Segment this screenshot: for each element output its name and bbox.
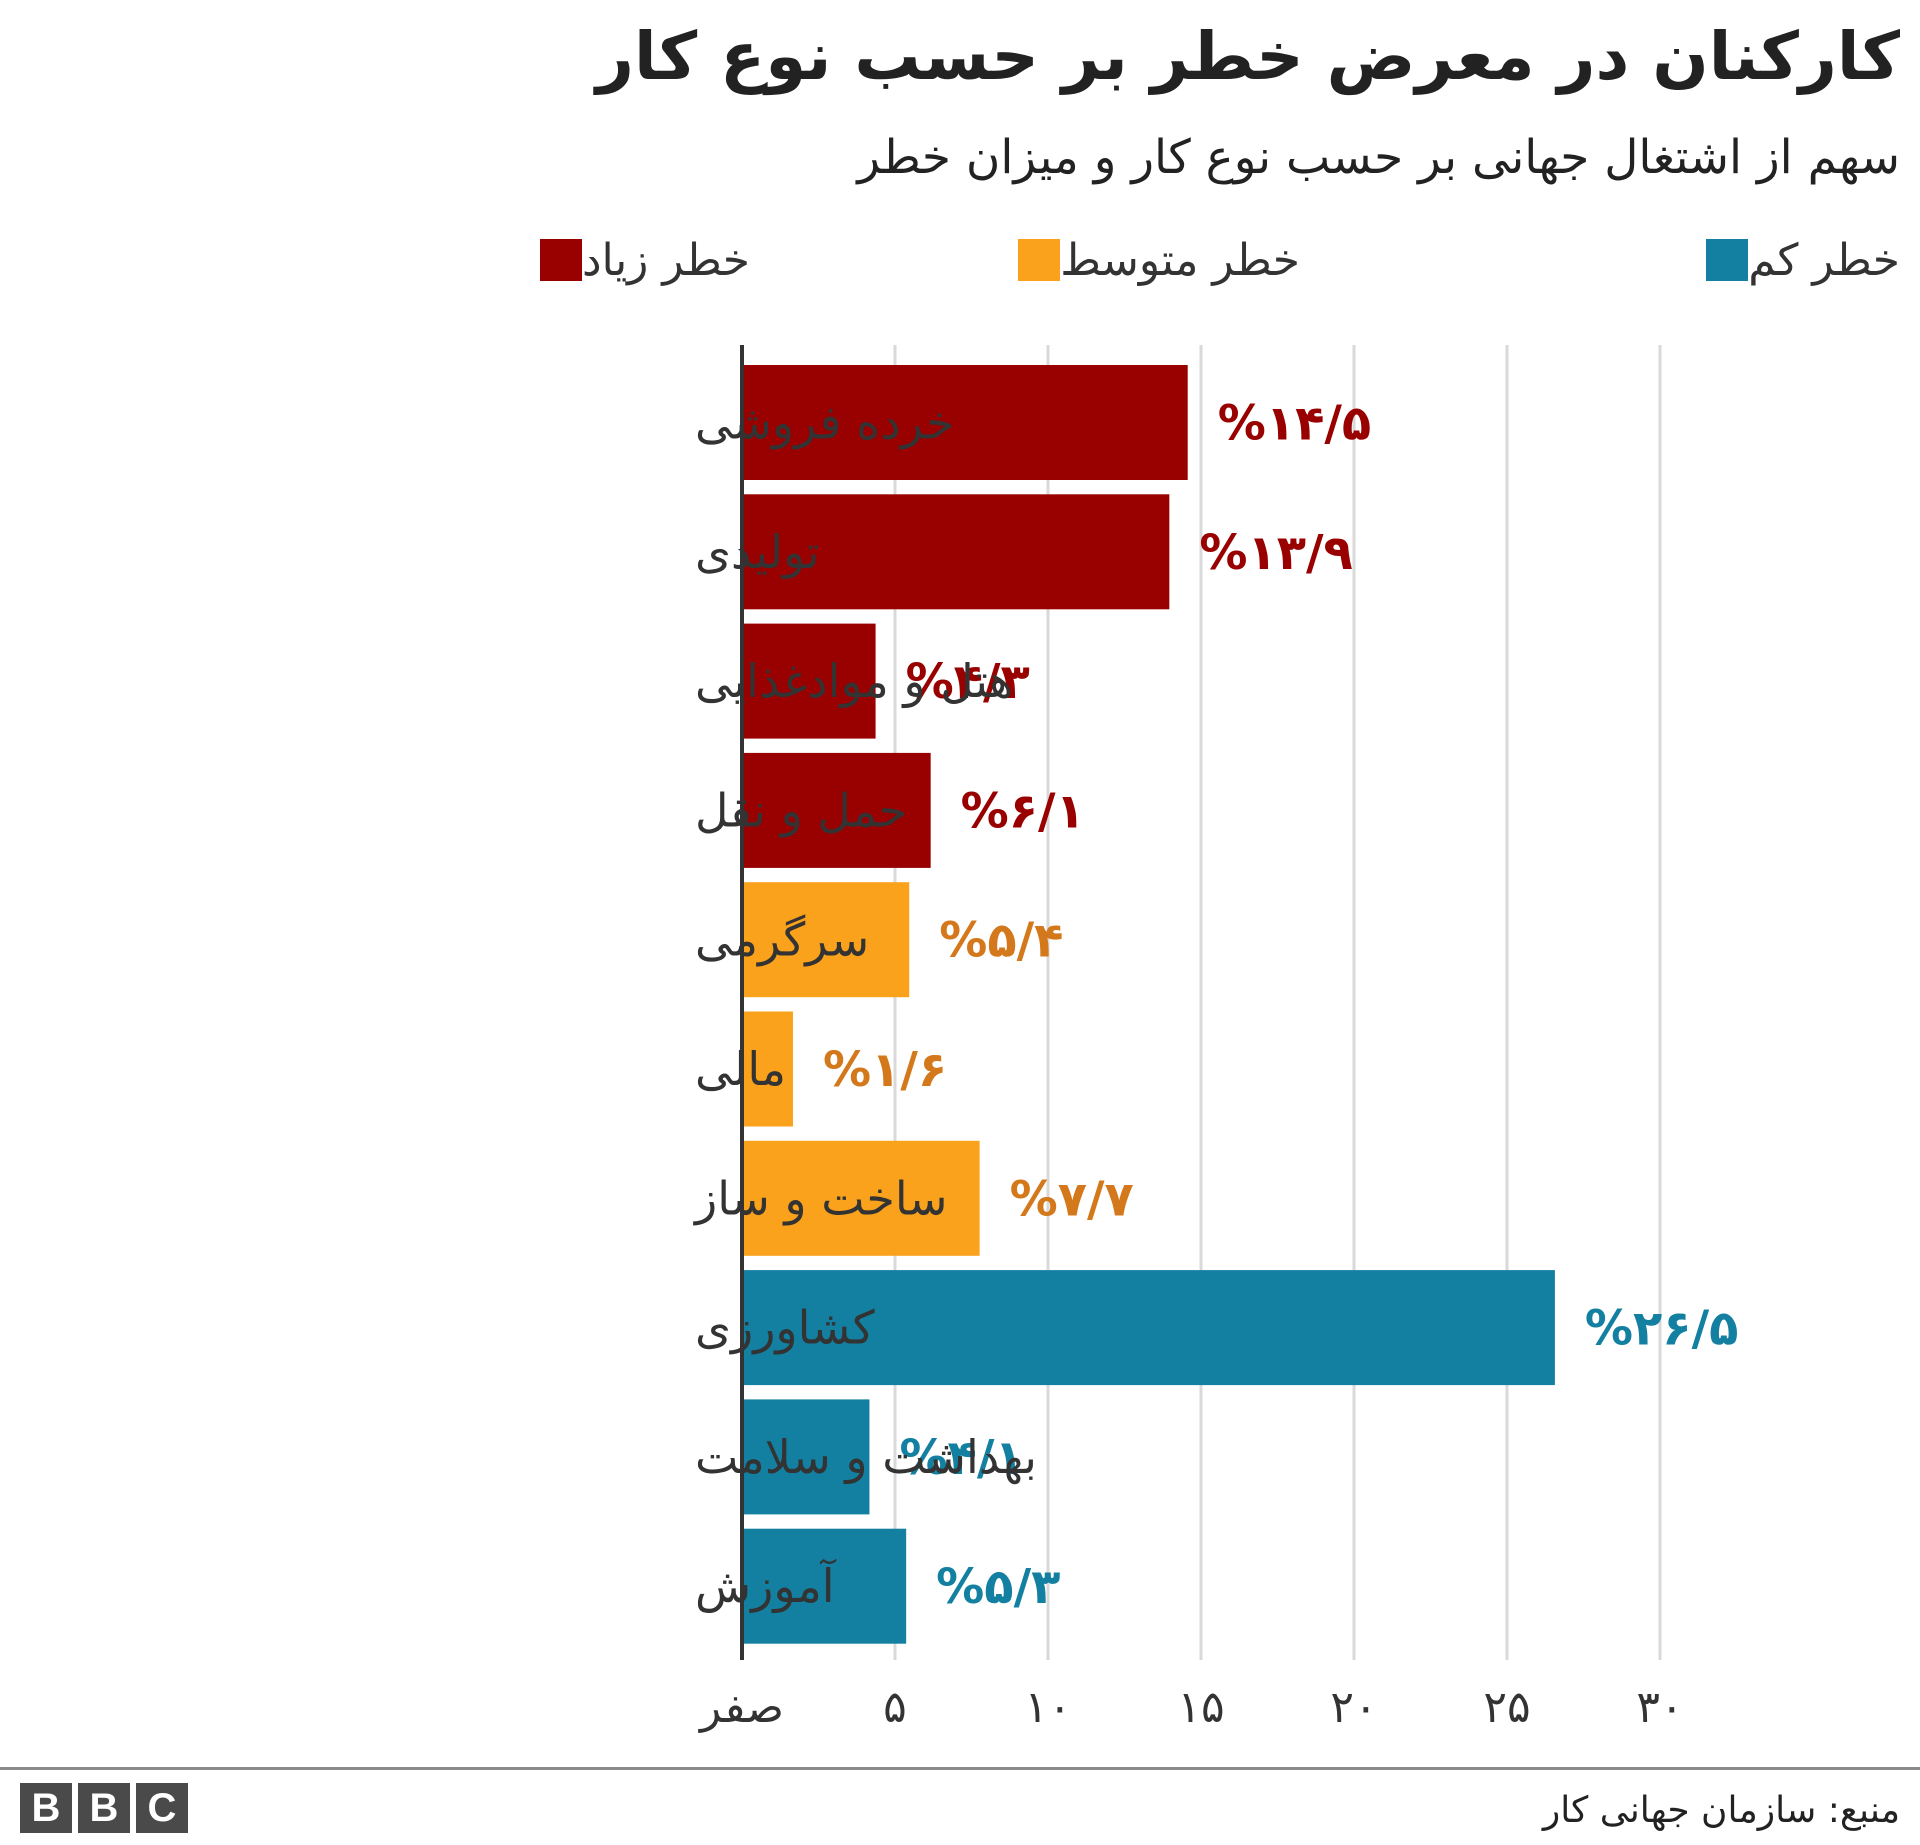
x-tick-label: ۳۰	[1636, 1682, 1683, 1733]
bar-value-label: %۶/۱	[961, 783, 1085, 839]
bar-value-label: %۴/۱	[899, 1430, 1023, 1486]
legend-swatch-low-risk	[1706, 239, 1749, 281]
bar-value-label: %۵/۳	[936, 1559, 1060, 1615]
bar	[744, 1528, 907, 1644]
legend-item-medium-risk: خطر متوسط	[996, 234, 1300, 286]
bar	[744, 882, 910, 998]
bar	[744, 1399, 870, 1515]
bar-value-label: %۵/۴	[939, 913, 1063, 969]
bar	[744, 623, 876, 739]
legend-swatch-high-risk	[539, 239, 582, 281]
bar	[744, 1140, 980, 1256]
bbc-logo-letter: B	[78, 1783, 130, 1833]
bar	[744, 494, 1170, 610]
legend-label-low-risk: خطر کم	[1748, 234, 1900, 286]
x-tick-label: صفر	[698, 1682, 784, 1733]
bbc-logo-letter: C	[136, 1783, 188, 1833]
bar	[744, 1270, 1555, 1386]
x-tick-label: ۲۵	[1483, 1682, 1530, 1733]
source-note: منبع: سازمان جهانی کار	[1542, 1790, 1900, 1831]
bar-value-label: %۱۳/۹	[1199, 525, 1353, 581]
bar-value-label: %۱۴/۵	[1218, 396, 1372, 452]
category-label: بهداشت و سلامت	[695, 1430, 1037, 1485]
category-label: هتل و موادغذایی	[695, 654, 1013, 709]
bbc-logo-letter: B	[20, 1783, 72, 1833]
bar	[744, 1011, 793, 1127]
category-label: کشاورزی	[695, 1301, 875, 1356]
chart-title: کارکنان در معرض خطر بر حسب نوع کار	[595, 18, 1900, 95]
bar	[744, 365, 1188, 480]
category-label: حمل و نقل	[695, 783, 907, 838]
bar-value-label: %۴/۳	[906, 654, 1030, 710]
bar-value-label: %۷/۷	[1010, 1171, 1134, 1227]
category-label: ساخت و ساز	[693, 1171, 947, 1226]
category-label: تولیدی	[695, 525, 820, 580]
legend-item-low-risk: خطر کم	[1684, 234, 1900, 286]
bbc-logo: B B C	[20, 1783, 188, 1833]
legend-label-high-risk: خطر زیاد	[581, 234, 750, 286]
bar	[744, 752, 931, 868]
x-tick-label: ۱۵	[1177, 1682, 1224, 1733]
footer-divider	[0, 1767, 1920, 1770]
x-tick-label: ۲۰	[1330, 1682, 1377, 1733]
legend-item-high-risk: خطر زیاد	[518, 234, 750, 286]
legend-swatch-medium-risk	[1018, 239, 1061, 281]
x-tick-label: ۵	[883, 1682, 907, 1733]
bar-value-label: %۲۶/۵	[1585, 1301, 1739, 1357]
x-tick-label: ۱۰	[1024, 1682, 1071, 1733]
category-label: سرگرمی	[695, 913, 869, 968]
bar-value-label: %۱/۶	[823, 1042, 947, 1098]
legend-label-medium-risk: خطر متوسط	[1060, 234, 1300, 286]
chart-subtitle: سهم از اشتغال جهانی بر حسب نوع کار و میز…	[857, 130, 1900, 185]
category-label: خرده فروشی	[695, 396, 955, 451]
category-label: آموزش	[695, 1559, 837, 1614]
